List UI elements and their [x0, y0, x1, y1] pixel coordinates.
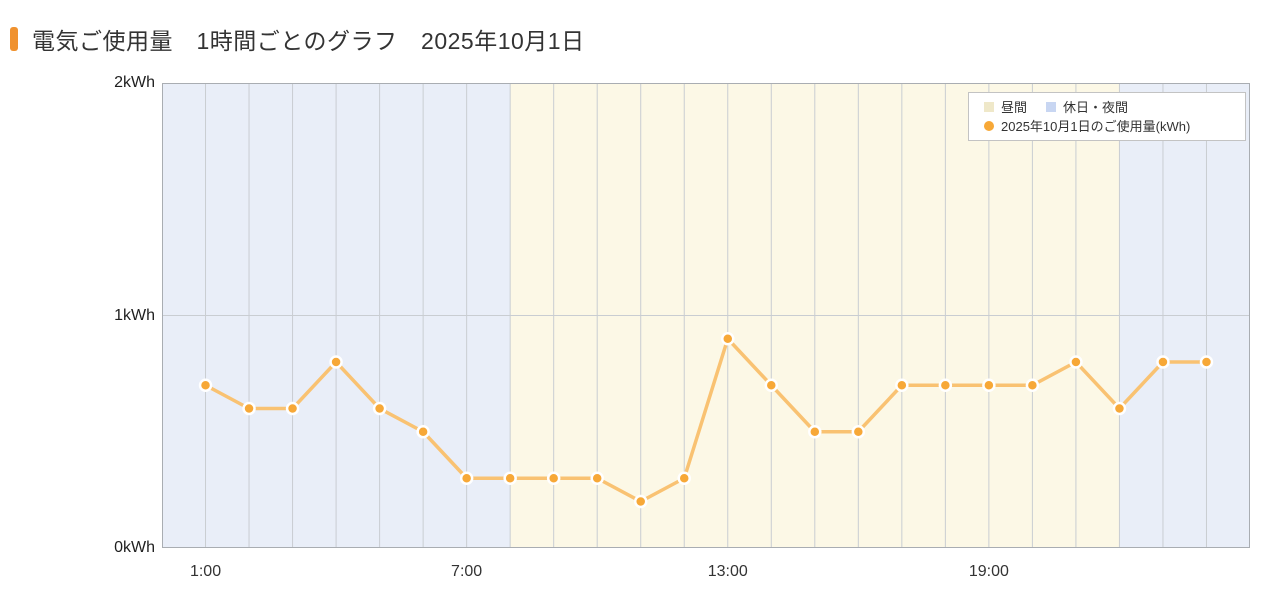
data-point-18:00[interactable] [938, 378, 953, 392]
data-point-12:00[interactable] [677, 471, 691, 485]
data-point-15:00[interactable] [808, 425, 822, 439]
data-point-8:00[interactable] [503, 471, 517, 485]
data-point-10:00[interactable] [590, 471, 604, 485]
data-point-5:00[interactable] [372, 401, 387, 416]
data-point-16:00[interactable] [851, 425, 866, 439]
data-point-7:00[interactable] [459, 471, 474, 485]
night-band-chip-icon [1046, 101, 1057, 112]
data-point-11:00[interactable] [633, 494, 648, 509]
page-header: 電気ご使用量 1時間ごとのグラフ 2025年10月1日 [10, 22, 585, 56]
chart-legend: 昼間 休日・夜間 2025年10月1日のご使用量(kWh) [968, 92, 1246, 141]
page-title: 電気ご使用量 1時間ごとのグラフ 2025年10月1日 [32, 28, 585, 54]
data-point-6:00[interactable] [416, 425, 430, 439]
series-marker-icon [984, 120, 994, 131]
legend-row-bands: 昼間 休日・夜間 [984, 97, 1235, 116]
x-tick-label-7:00: 7:00 [451, 563, 483, 580]
y-tick-label-1kwh: 1kWh [114, 306, 155, 324]
y-tick-label-0kwh: 0kWh [114, 539, 155, 556]
day-band-chip-icon [984, 101, 994, 112]
data-point-4:00[interactable] [329, 355, 343, 369]
data-point-23:00[interactable] [1156, 355, 1170, 369]
x-tick-label-19:00: 19:00 [968, 563, 1009, 580]
title-accent-bar-icon [10, 27, 18, 51]
legend-series-label: 2025年10月1日のご使用量(kWh) [1001, 119, 1191, 134]
data-point-1:00[interactable] [198, 378, 213, 392]
plot-border [162, 83, 1250, 548]
usage-line [203, 337, 1209, 504]
data-point-21:00[interactable] [1069, 355, 1083, 369]
x-tick-label-13:00: 13:00 [707, 563, 748, 580]
data-point-19:00[interactable] [982, 378, 996, 392]
data-point-2:00[interactable] [242, 401, 256, 416]
x-tick-label-1:00: 1:00 [189, 563, 222, 580]
data-point-3:00[interactable] [285, 401, 300, 416]
data-point-9:00[interactable] [546, 471, 561, 485]
legend-day-label: 昼間 [1001, 100, 1028, 115]
data-point-13:00[interactable] [721, 332, 735, 346]
legend-row-series: 2025年10月1日のご使用量(kWh) [984, 116, 1235, 135]
usage-line-plot [162, 83, 1250, 548]
y-tick-label-2kwh: 2kWh [114, 74, 155, 91]
data-point-17:00[interactable] [895, 378, 909, 392]
data-point-14:00[interactable] [764, 378, 779, 392]
data-point-22:00[interactable] [1112, 401, 1127, 416]
data-point-24:00[interactable] [1199, 355, 1214, 369]
legend-night-label: 休日・夜間 [1063, 100, 1129, 115]
data-point-20:00[interactable] [1025, 378, 1040, 392]
